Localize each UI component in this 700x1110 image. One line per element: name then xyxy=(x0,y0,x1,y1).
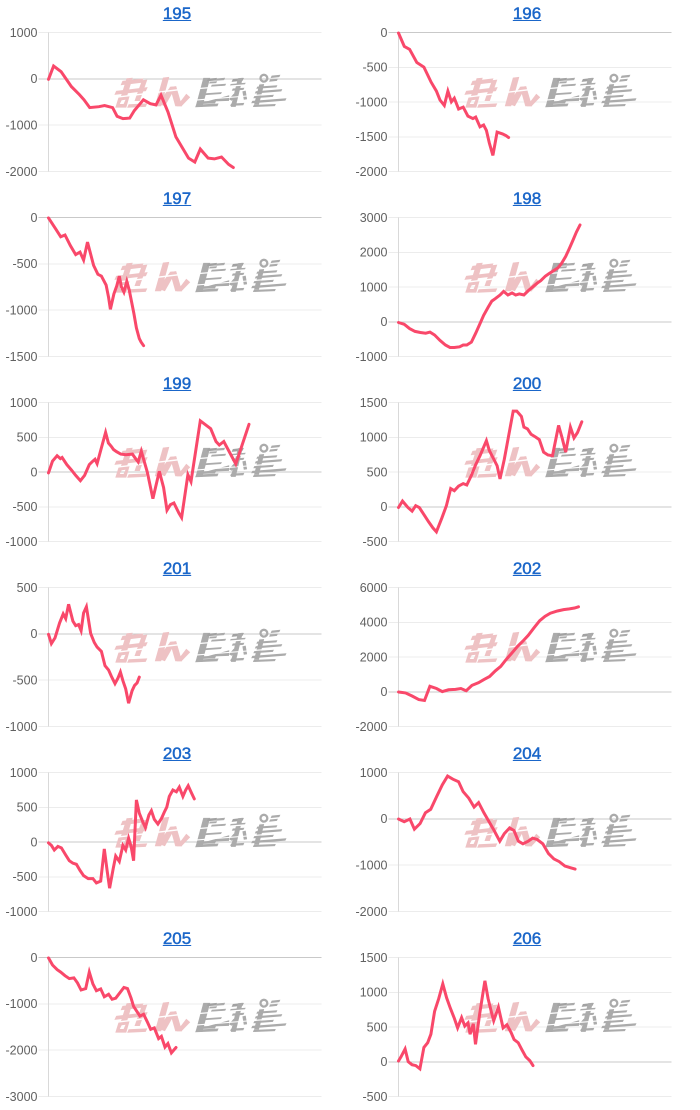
svg-text:1500: 1500 xyxy=(360,396,388,410)
svg-text:3000: 3000 xyxy=(360,211,388,225)
svg-text:-1000: -1000 xyxy=(6,535,38,549)
svg-text:500: 500 xyxy=(367,1020,388,1034)
svg-text:-1000: -1000 xyxy=(6,304,38,318)
svg-text:1000: 1000 xyxy=(360,986,388,1000)
svg-text:-2000: -2000 xyxy=(356,720,388,734)
svg-text:-1000: -1000 xyxy=(6,720,38,734)
svg-text:4000: 4000 xyxy=(360,616,388,630)
svg-text:1500: 1500 xyxy=(360,951,388,965)
svg-text:-500: -500 xyxy=(362,535,387,549)
svg-text:0: 0 xyxy=(31,72,38,86)
svg-text:6000: 6000 xyxy=(360,581,388,595)
svg-text:0: 0 xyxy=(31,211,38,225)
svg-text:-1000: -1000 xyxy=(356,95,388,109)
svg-text:1000: 1000 xyxy=(10,766,38,780)
svg-text:-2000: -2000 xyxy=(356,905,388,919)
svg-text:2000: 2000 xyxy=(360,246,388,260)
svg-text:-500: -500 xyxy=(12,257,37,271)
svg-text:1000: 1000 xyxy=(10,26,38,40)
svg-text:1000: 1000 xyxy=(360,431,388,445)
svg-text:0: 0 xyxy=(31,627,38,641)
svg-text:0: 0 xyxy=(31,951,38,965)
svg-text:-2000: -2000 xyxy=(356,165,388,179)
svg-text:-500: -500 xyxy=(362,61,387,75)
svg-text:-500: -500 xyxy=(362,1090,387,1104)
svg-text:-500: -500 xyxy=(12,674,37,688)
svg-text:0: 0 xyxy=(31,465,38,479)
svg-text:500: 500 xyxy=(17,581,38,595)
svg-text:0: 0 xyxy=(31,835,38,849)
svg-text:0: 0 xyxy=(381,685,388,699)
svg-text:-2000: -2000 xyxy=(6,1044,38,1058)
svg-text:0: 0 xyxy=(381,500,388,514)
svg-text:-1000: -1000 xyxy=(6,997,38,1011)
svg-text:-1500: -1500 xyxy=(6,350,38,364)
svg-text:-1000: -1000 xyxy=(6,905,38,919)
svg-text:500: 500 xyxy=(367,465,388,479)
svg-text:0: 0 xyxy=(381,812,388,826)
svg-text:500: 500 xyxy=(17,801,38,815)
svg-text:1000: 1000 xyxy=(360,280,388,294)
svg-text:0: 0 xyxy=(381,26,388,40)
svg-text:1000: 1000 xyxy=(360,766,388,780)
svg-text:-1000: -1000 xyxy=(6,119,38,133)
svg-text:-2000: -2000 xyxy=(6,165,38,179)
svg-text:-3000: -3000 xyxy=(6,1090,38,1104)
svg-text:1000: 1000 xyxy=(10,396,38,410)
svg-text:500: 500 xyxy=(17,431,38,445)
svg-text:0: 0 xyxy=(381,315,388,329)
svg-text:-1500: -1500 xyxy=(356,130,388,144)
svg-text:-500: -500 xyxy=(12,870,37,884)
svg-text:2000: 2000 xyxy=(360,650,388,664)
svg-text:0: 0 xyxy=(381,1055,388,1069)
svg-text:-500: -500 xyxy=(12,500,37,514)
svg-text:-1000: -1000 xyxy=(356,350,388,364)
svg-text:-1000: -1000 xyxy=(356,859,388,873)
